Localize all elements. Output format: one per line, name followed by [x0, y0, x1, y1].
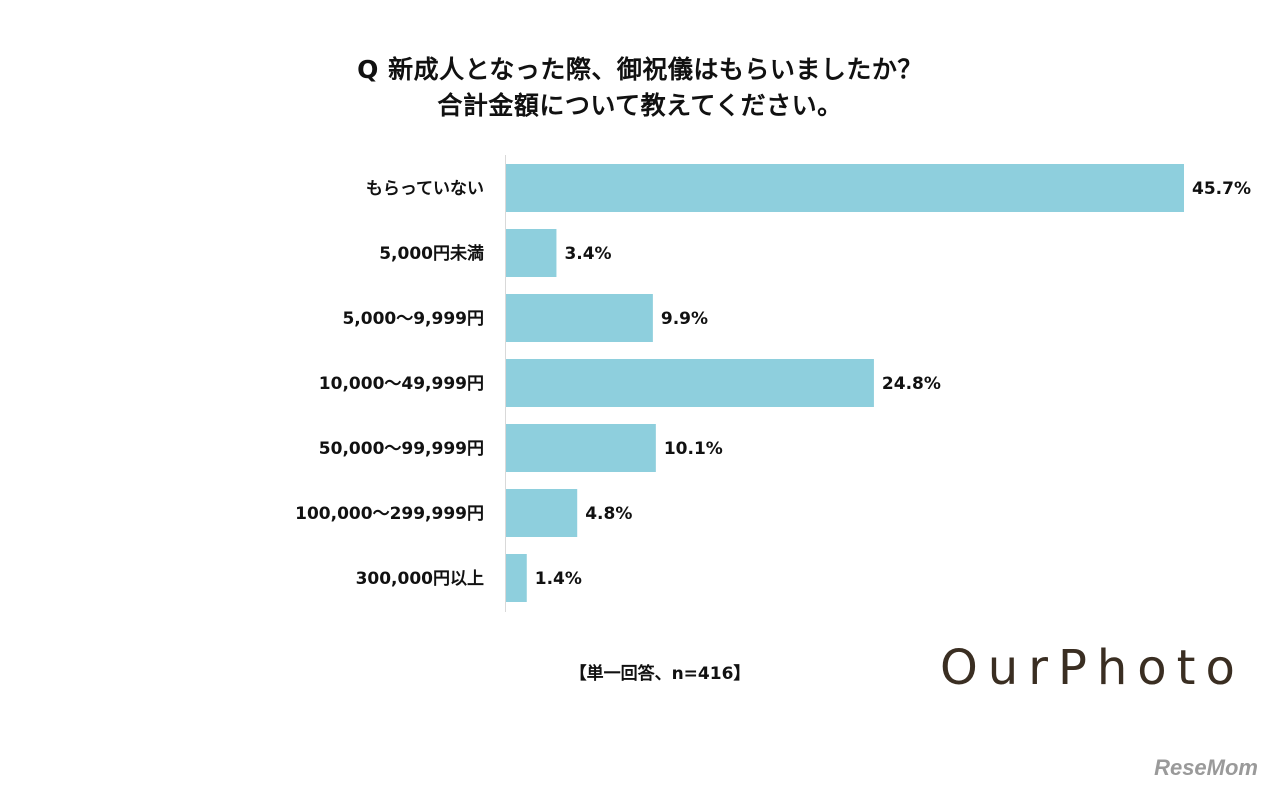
value-label-3: 24.8% [882, 374, 941, 394]
bar-6 [506, 554, 527, 602]
bar-1 [506, 229, 557, 277]
category-label-2: 5,000〜9,999円 [342, 309, 484, 329]
value-label-0: 45.7% [1192, 179, 1251, 199]
value-label-5: 4.8% [585, 504, 632, 524]
bar-4 [506, 424, 656, 472]
ourphoto-logo: OurPhoto [940, 640, 1245, 696]
bars-group: もらっていない 45.7% 5,000円未満 3.4% 5,000〜9,999円 9.9%… [295, 155, 1251, 612]
category-label-3: 10,000〜49,999円 [319, 374, 484, 394]
category-label-1: 5,000円未満 [379, 243, 484, 264]
bar-2 [506, 294, 653, 342]
bar-0 [506, 164, 1184, 212]
bar-5 [506, 489, 578, 537]
resemom-watermark: ReseMom [1154, 755, 1258, 780]
value-label-6: 1.4% [535, 569, 582, 589]
bar-chart: もらっていない 45.7% 5,000円未満 3.4% 5,000〜9,999円 9.9%… [295, 155, 1251, 612]
category-label-6: 300,000円以上 [356, 569, 484, 589]
chart-title: Q 新成人となった際、御祝儀はもらいましたか？ 合計金額について教えてください。 [0, 52, 1280, 124]
value-label-1: 3.4% [564, 244, 611, 264]
chart-title-line2: 合計金額について教えてください。 [437, 91, 843, 120]
chart-title-line1: Q 新成人となった際、御祝儀はもらいましたか？ [357, 55, 923, 84]
category-label-0: もらっていない [366, 179, 484, 199]
value-label-2: 9.9% [661, 309, 708, 329]
category-label-4: 50,000〜99,999円 [319, 439, 484, 459]
footnote: 【単一回答、n=416】 [569, 664, 751, 684]
bar-3 [506, 359, 874, 407]
value-label-4: 10.1% [664, 439, 723, 459]
category-label-5: 100,000〜299,999円 [295, 504, 484, 524]
